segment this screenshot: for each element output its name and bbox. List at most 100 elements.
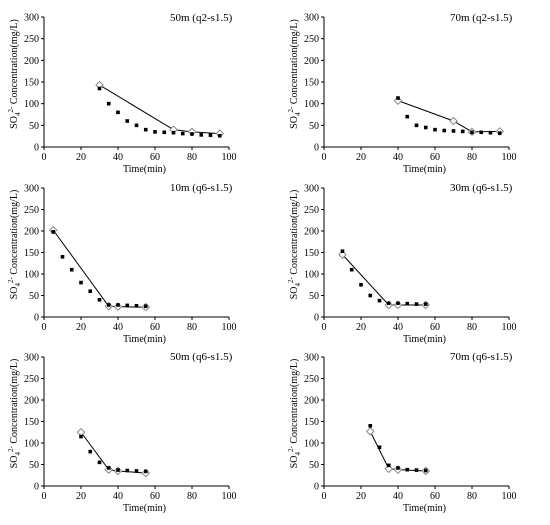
- x-tick-label: 20: [356, 322, 366, 333]
- chart-panel-5: 0 50 100 150 200 250 300 0 20 40 60 80 100 Time(min) S…: [7, 351, 237, 514]
- measured-point: [106, 101, 111, 106]
- chart-title: 30m (q6-s1.5): [450, 182, 513, 194]
- measured-point: [451, 129, 456, 133]
- simulated-series-line: [80, 431, 146, 474]
- x-tick-label: 60: [150, 152, 160, 163]
- measured-point: [479, 130, 484, 135]
- x-tick-label: 40: [113, 322, 123, 333]
- measured-point: [199, 133, 204, 137]
- chart-panel-4: 0 50 100 150 200 250 300 0 20 40 60 80 100 Time(min) S…: [287, 182, 517, 345]
- y-tick-label: 100: [24, 270, 39, 281]
- y-tick-label: 0: [34, 482, 39, 493]
- x-tick-label: 40: [113, 491, 123, 502]
- x-tick-label: 60: [150, 322, 160, 333]
- measured-point: [368, 424, 373, 428]
- y-axis-title: SO42- Concentration(mg/L): [287, 190, 302, 300]
- measured-point: [190, 132, 194, 136]
- measured-point: [134, 304, 139, 308]
- y-tick-label: 50: [29, 121, 39, 132]
- chart-panel-2: 0 50 100 150 200 250 300 0 20 40 60 80 100 Time(min) S…: [287, 12, 517, 175]
- y-axis-title: SO42- Concentration(mg/L): [7, 19, 22, 129]
- x-tick-label: 100: [502, 152, 517, 163]
- y-tick-label: 150: [24, 78, 39, 89]
- measured-point: [97, 298, 102, 302]
- x-tick-label: 60: [430, 152, 440, 163]
- measured-point: [106, 303, 111, 307]
- y-tick-label: 200: [304, 396, 319, 407]
- chart-panel-1: 0 50 100 150 200 250 300 0 20 40 60 80 100 Time(min) S…: [7, 12, 237, 175]
- measured-point: [433, 127, 437, 132]
- x-tick-label: 20: [356, 491, 366, 502]
- x-tick-label: 20: [76, 322, 86, 333]
- y-axis-title: SO42- Concentration(mg/L): [287, 359, 302, 469]
- y-tick-label: 0: [314, 143, 319, 154]
- measured-point: [460, 129, 465, 134]
- simulated-series-line: [99, 84, 220, 135]
- y-tick-label: 100: [24, 439, 39, 450]
- x-tick-label: 20: [76, 491, 86, 502]
- simulated-series-line: [342, 254, 426, 306]
- chart-panel-3: 0 50 100 150 200 250 300 0 20 40 60 80 100 Time(min) S…: [7, 182, 237, 345]
- simulated-series-line: [397, 100, 500, 133]
- y-tick-label: 300: [304, 13, 319, 24]
- x-tick-label: 80: [467, 152, 477, 163]
- x-axis-title: Time(min): [123, 164, 166, 175]
- measured-point: [208, 133, 213, 138]
- y-tick-label: 100: [304, 439, 319, 450]
- y-tick-label: 250: [24, 374, 39, 385]
- x-tick-label: 40: [113, 152, 123, 163]
- measured-point: [396, 96, 400, 100]
- measured-point: [405, 301, 410, 306]
- y-tick-label: 100: [304, 270, 319, 281]
- y-axis-title: SO42- Concentration(mg/L): [7, 359, 22, 469]
- y-tick-label: 100: [304, 99, 319, 110]
- measured-point: [377, 445, 382, 450]
- x-tick-label: 40: [393, 491, 403, 502]
- x-tick-label: 0: [322, 152, 327, 163]
- measured-point: [180, 131, 185, 136]
- y-tick-label: 250: [304, 205, 319, 216]
- measured-point: [134, 123, 139, 128]
- y-tick-label: 250: [304, 374, 319, 385]
- simulated-point: [365, 427, 375, 436]
- measured-point: [97, 460, 102, 465]
- measured-point: [488, 130, 493, 135]
- measured-point: [423, 125, 428, 130]
- x-tick-label: 80: [467, 322, 477, 333]
- y-tick-label: 0: [34, 313, 39, 324]
- measured-point: [125, 468, 130, 473]
- y-tick-label: 0: [34, 143, 39, 154]
- x-axis-title: Time(min): [123, 334, 166, 345]
- x-tick-label: 0: [42, 152, 47, 163]
- y-tick-label: 300: [24, 353, 39, 364]
- x-tick-label: 60: [150, 491, 160, 502]
- x-tick-label: 60: [430, 322, 440, 333]
- measured-point: [405, 114, 410, 119]
- x-tick-label: 40: [393, 152, 403, 163]
- measured-point: [69, 267, 74, 272]
- x-tick-label: 40: [393, 322, 403, 333]
- x-tick-label: 20: [76, 152, 86, 163]
- y-tick-label: 300: [24, 13, 39, 24]
- measured-point: [79, 434, 83, 439]
- measured-point: [414, 468, 419, 472]
- simulated-point: [449, 116, 458, 126]
- simulated-series-line: [52, 229, 146, 308]
- chart-panel-6: 0 50 100 150 200 250 300 0 20 40 60 80 100 Time(min) S…: [287, 351, 517, 514]
- y-tick-label: 250: [24, 34, 39, 45]
- y-tick-label: 300: [304, 184, 319, 195]
- chart-title: 10m (q6-s1.5): [170, 182, 233, 194]
- x-tick-label: 100: [222, 491, 237, 502]
- y-tick-label: 200: [304, 56, 319, 67]
- measured-point: [423, 302, 428, 306]
- y-axis-title: SO42- Concentration(mg/L): [287, 19, 302, 129]
- y-axis-title: SO42- Concentration(mg/L): [7, 190, 22, 300]
- measured-point: [368, 293, 373, 298]
- y-tick-label: 100: [24, 99, 39, 110]
- measured-point: [497, 131, 502, 135]
- measured-point: [442, 128, 447, 133]
- x-tick-label: 0: [42, 491, 47, 502]
- x-axis-title: Time(min): [403, 503, 446, 514]
- y-tick-label: 50: [309, 291, 319, 302]
